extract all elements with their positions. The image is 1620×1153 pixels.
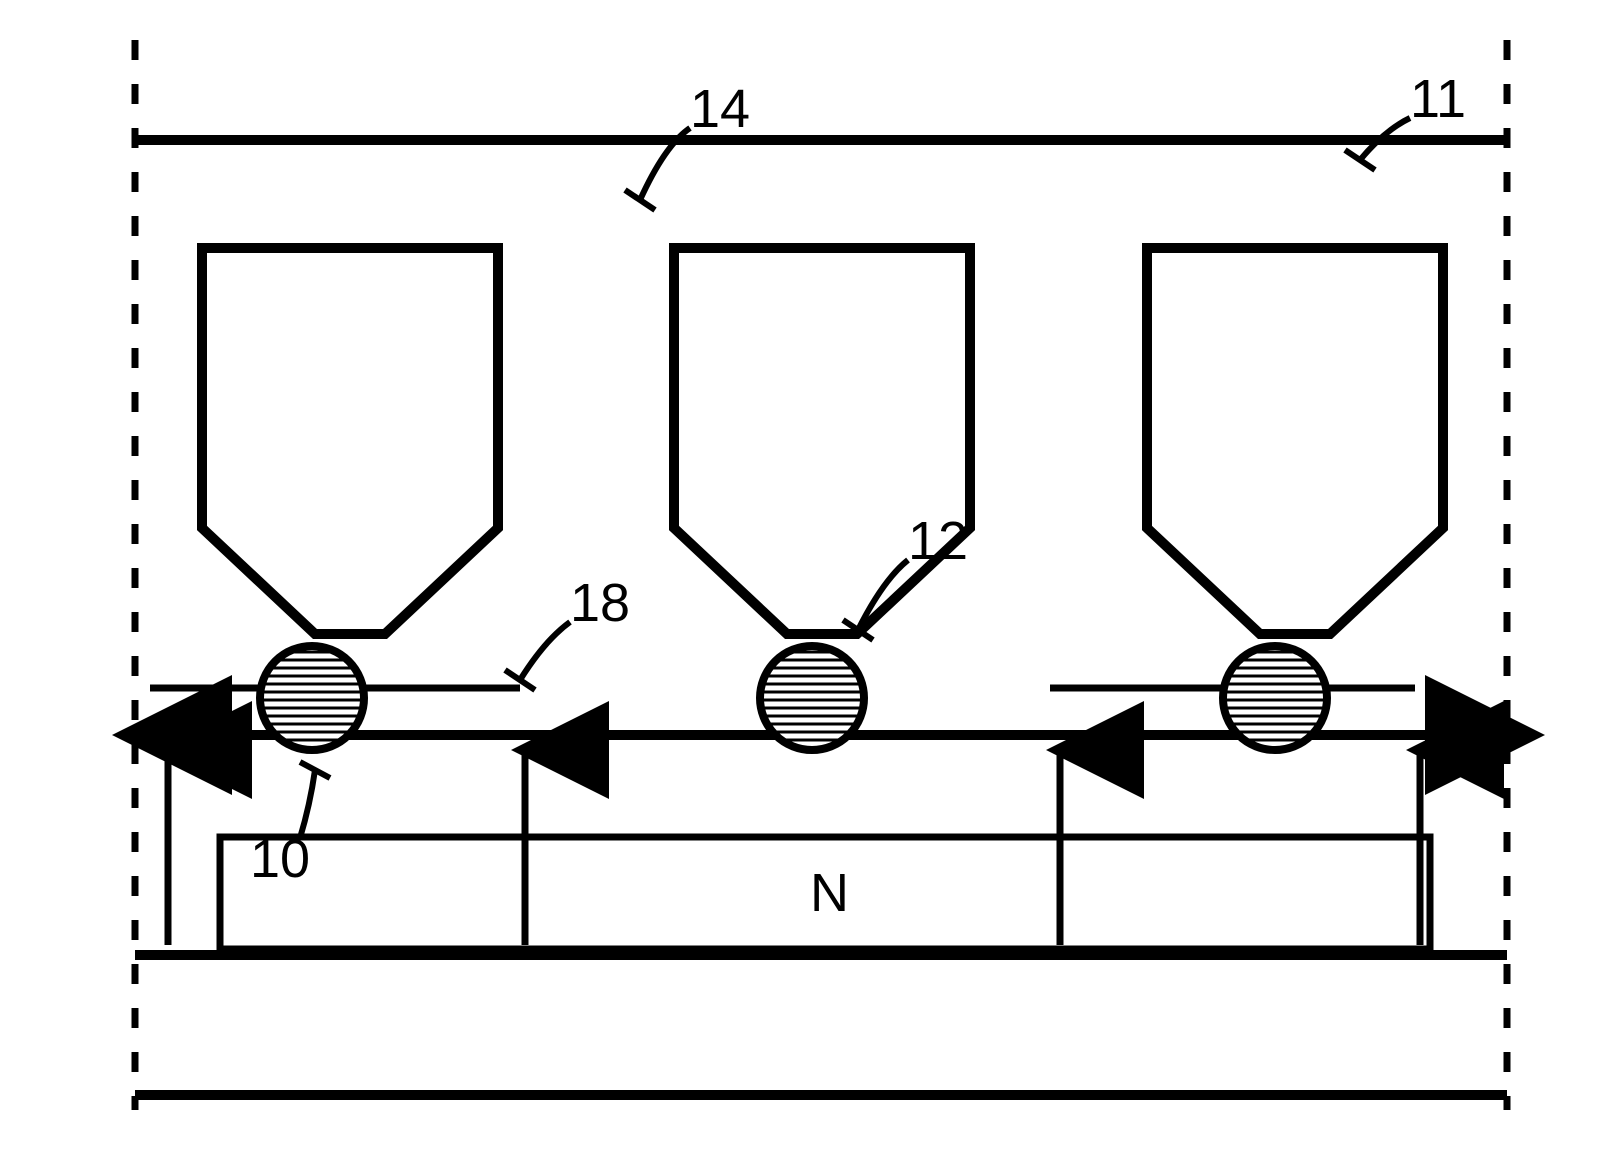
label-10: 10 [250,828,310,890]
bead-2 [760,646,864,750]
hopper-1 [202,248,498,634]
label-N: N [810,862,849,924]
bead-1 [260,646,364,750]
hopper-2 [674,248,970,634]
label-14: 14 [690,78,750,140]
callout-18 [505,622,570,690]
technical-diagram [0,0,1620,1153]
label-12: 12 [908,510,968,572]
callout-10 [300,762,330,838]
label-11: 11 [1410,68,1466,130]
hopper-3 [1147,248,1443,634]
bead-3 [1223,646,1327,750]
label-18: 18 [570,572,630,634]
